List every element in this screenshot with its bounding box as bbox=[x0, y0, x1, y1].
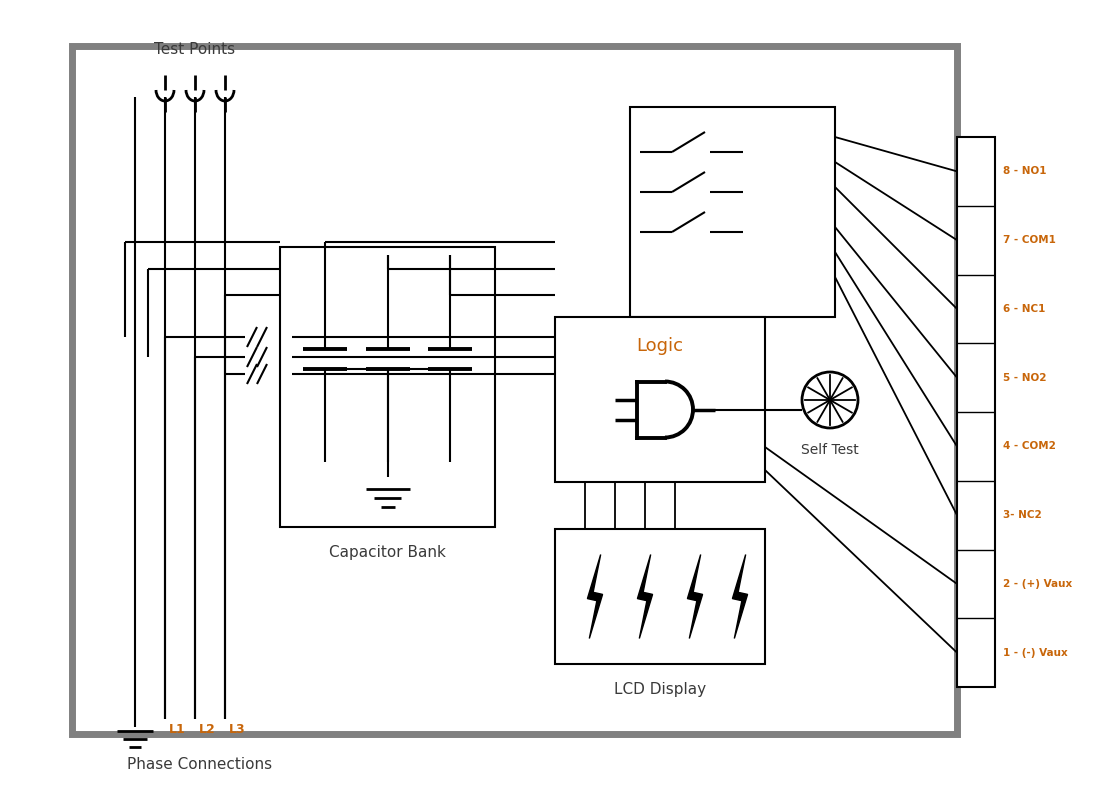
Text: Phase Connections: Phase Connections bbox=[127, 757, 272, 772]
Bar bbox=[555, 529, 765, 664]
Bar bbox=[72, 46, 957, 734]
Text: 6 - NC1: 6 - NC1 bbox=[1003, 304, 1045, 314]
Text: Logic: Logic bbox=[636, 337, 683, 355]
Text: 5 - NO2: 5 - NO2 bbox=[1003, 372, 1047, 383]
Polygon shape bbox=[733, 554, 747, 638]
Text: 4 - COM2: 4 - COM2 bbox=[1003, 441, 1056, 451]
Text: Capacitor Bank: Capacitor Bank bbox=[329, 545, 446, 560]
Bar bbox=[630, 107, 835, 317]
Text: 8 - NO1: 8 - NO1 bbox=[1003, 166, 1047, 177]
Text: Self Test: Self Test bbox=[801, 443, 859, 457]
Bar bbox=[957, 137, 995, 687]
Text: 7 - COM1: 7 - COM1 bbox=[1003, 235, 1056, 246]
Bar bbox=[280, 247, 495, 527]
Bar bbox=[555, 317, 765, 482]
Text: 2 - (+) Vaux: 2 - (+) Vaux bbox=[1003, 579, 1072, 589]
Text: L1: L1 bbox=[169, 723, 185, 736]
Polygon shape bbox=[587, 554, 602, 638]
Text: 3- NC2: 3- NC2 bbox=[1003, 510, 1042, 520]
Polygon shape bbox=[637, 554, 653, 638]
Text: LCD Display: LCD Display bbox=[614, 682, 706, 697]
Text: L3: L3 bbox=[229, 723, 246, 736]
Polygon shape bbox=[688, 554, 702, 638]
Text: L2: L2 bbox=[199, 723, 216, 736]
Text: 1 - (-) Vaux: 1 - (-) Vaux bbox=[1003, 648, 1067, 657]
Text: Test Points: Test Points bbox=[155, 42, 236, 57]
